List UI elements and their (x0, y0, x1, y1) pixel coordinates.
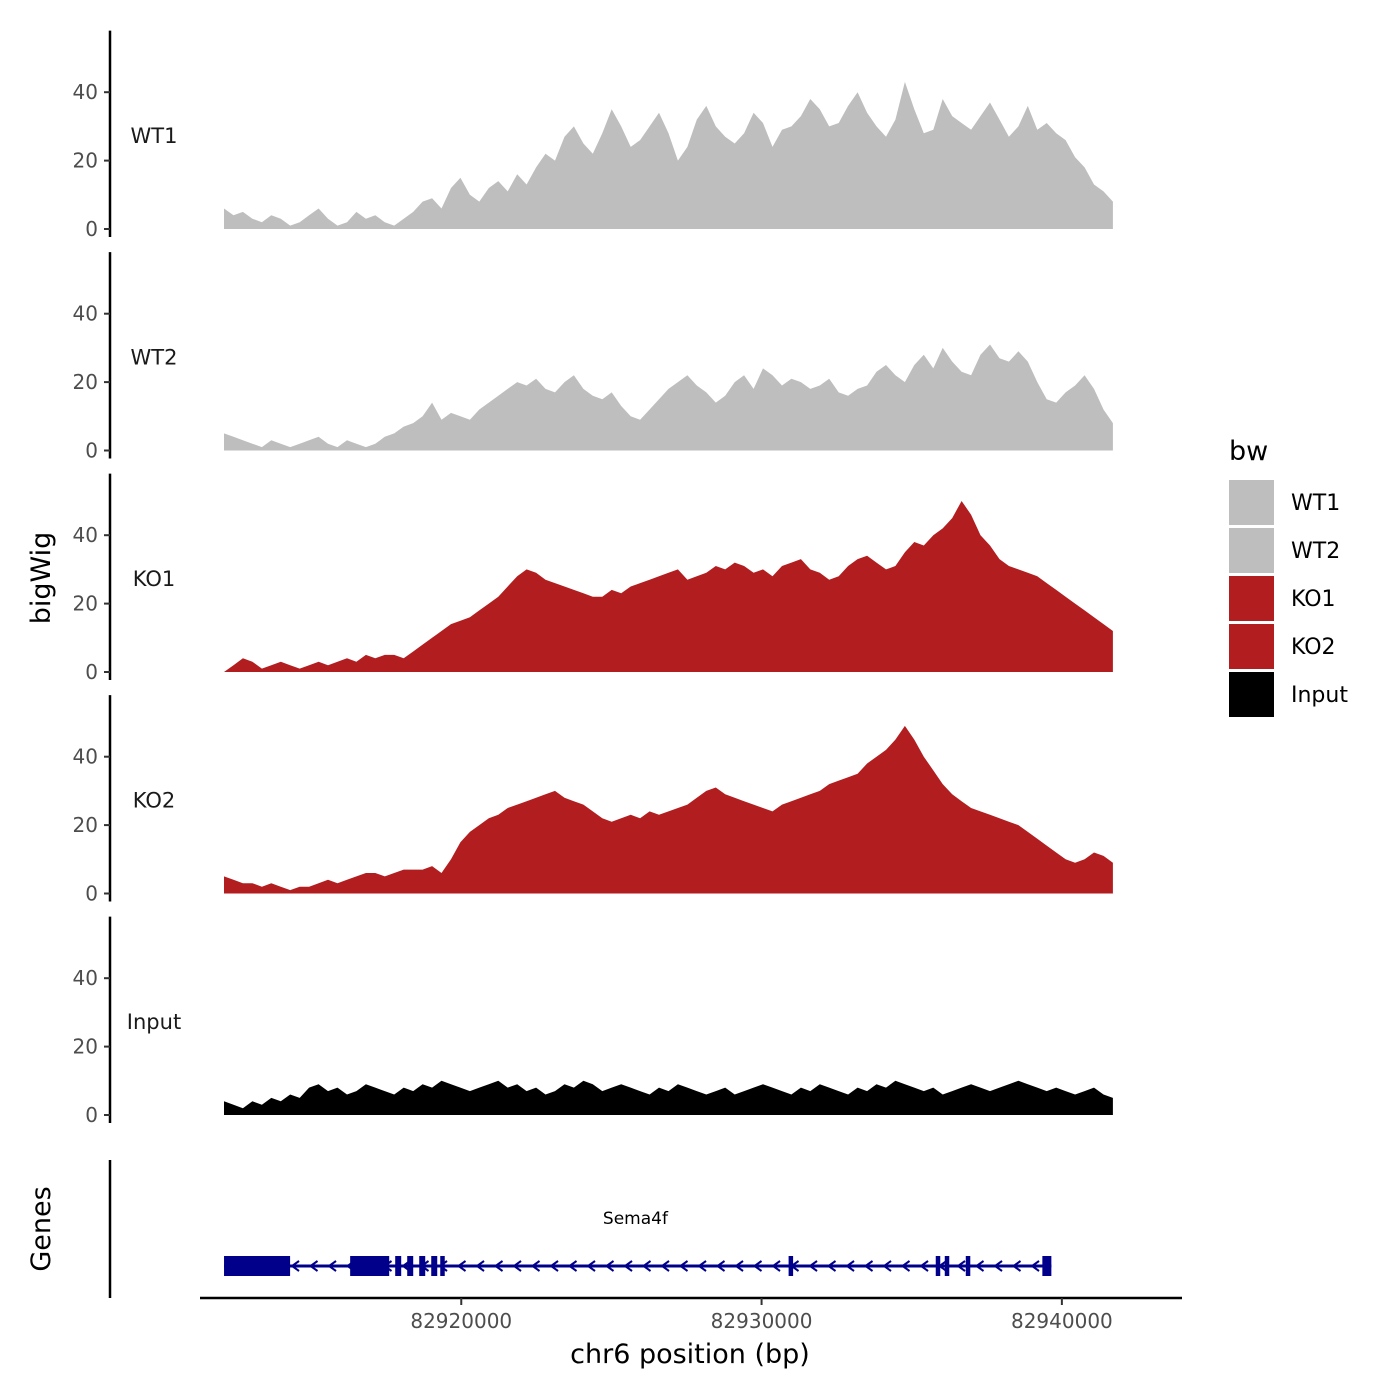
gene-exon (935, 1256, 941, 1276)
y-tick-label: 20 (73, 370, 98, 394)
track-label: KO1 (133, 567, 176, 591)
y-tick-label: 20 (73, 592, 98, 616)
strand-arrow (697, 1260, 707, 1272)
strand-arrow (623, 1260, 633, 1272)
gene-exon (350, 1256, 390, 1276)
signal-area-ko2 (224, 725, 1113, 894)
strand-arrow (1011, 1260, 1022, 1272)
y-tick-label: 40 (73, 966, 98, 990)
signal-area-input (224, 1080, 1113, 1115)
strand-arrow (715, 1260, 726, 1272)
strand-arrow (327, 1260, 337, 1272)
gene-exon (224, 1256, 291, 1276)
y-tick-label: 40 (73, 745, 98, 769)
y-tick-label: 0 (85, 439, 98, 463)
signal-area-wt1 (224, 81, 1113, 230)
legend-label: WT1 (1291, 491, 1340, 516)
signal-area-ko1 (224, 501, 1113, 672)
strand-arrow (826, 1260, 837, 1272)
x-tick-label: 82930000 (711, 1309, 813, 1333)
strand-arrow (567, 1260, 578, 1272)
strand-arrow (863, 1260, 874, 1272)
gene-exon (944, 1256, 950, 1276)
signal-area-wt2 (224, 344, 1113, 451)
y-axis-title: bigWig (26, 532, 57, 625)
gene-exon (431, 1256, 438, 1276)
strand-arrow (678, 1260, 689, 1272)
gene-exon (407, 1256, 414, 1276)
strand-arrow (493, 1260, 504, 1272)
track-input: 0 20 40 Input (73, 916, 1113, 1127)
y-tick-label: 40 (73, 302, 98, 326)
track-label: WT1 (131, 124, 178, 148)
strand-arrow (660, 1260, 670, 1272)
legend-label: KO1 (1291, 587, 1336, 612)
x-tick-label: 82940000 (1011, 1309, 1113, 1333)
legend-swatch-wt2 (1229, 528, 1274, 573)
y-tick-label: 40 (73, 80, 98, 104)
genes-axis-title: Genes (26, 1186, 57, 1271)
legend-swatch-ko2 (1229, 624, 1274, 669)
track-label: Input (127, 1010, 181, 1034)
strand-arrow (290, 1260, 300, 1272)
strand-arrow (974, 1260, 985, 1272)
y-tick-label: 0 (85, 660, 98, 684)
strand-arrow (641, 1260, 652, 1272)
legend-title: bw (1229, 436, 1268, 467)
strand-arrow (734, 1260, 744, 1272)
gene-exon (1042, 1256, 1052, 1276)
gene-exon (419, 1256, 426, 1276)
strand-arrow (308, 1260, 319, 1272)
y-tick-label: 40 (73, 523, 98, 547)
legend-swatch-input (1229, 672, 1274, 717)
legend-swatch-ko1 (1229, 576, 1274, 621)
legend: bw WT1 WT2 KO1 KO2 Input (1229, 436, 1348, 717)
gene-exon (788, 1256, 794, 1276)
legend-label: Input (1291, 683, 1348, 708)
track-wt1: 0 20 40 WT1 (73, 30, 1113, 241)
gene-name-label: Sema4f (603, 1209, 669, 1229)
genes-track: Sema4f (108, 1160, 1052, 1298)
strand-arrow (549, 1260, 559, 1272)
strand-arrow (604, 1260, 615, 1272)
track-ko2: 0 20 40 KO2 (73, 695, 1113, 906)
strand-arrow (845, 1260, 855, 1272)
strand-arrow (512, 1260, 522, 1272)
track-ko1: 0 20 40 KO1 (73, 473, 1113, 684)
gene-exon (965, 1256, 971, 1276)
gene-exon (395, 1256, 402, 1276)
x-tick-label: 82920000 (410, 1309, 512, 1333)
legend-label: KO2 (1291, 635, 1336, 660)
y-tick-label: 0 (85, 217, 98, 241)
strand-arrow (1030, 1260, 1040, 1272)
strand-arrow (919, 1260, 929, 1272)
legend-label: WT2 (1291, 539, 1340, 564)
strand-arrow (900, 1260, 911, 1272)
tracks-layer: 0 20 40 WT1 0 20 40 WT2 0 20 40 KO1 0 20 40 KO2 0 20 40 Inp… (73, 30, 1113, 1127)
legend-swatch-wt1 (1229, 480, 1274, 525)
strand-arrow (530, 1260, 541, 1272)
track-label: WT2 (131, 346, 178, 370)
y-tick-label: 20 (73, 149, 98, 173)
strand-arrow (475, 1260, 485, 1272)
strand-arrow (752, 1260, 763, 1272)
gene-exon (440, 1256, 445, 1276)
strand-arrow (956, 1260, 966, 1272)
y-tick-label: 20 (73, 1035, 98, 1059)
strand-arrow (586, 1260, 596, 1272)
x-axis-title: chr6 position (bp) (570, 1339, 810, 1370)
y-tick-label: 20 (73, 813, 98, 837)
strand-arrow (993, 1260, 1003, 1272)
strand-arrow (456, 1260, 467, 1272)
track-wt2: 0 20 40 WT2 (73, 252, 1113, 463)
strand-arrow (882, 1260, 892, 1272)
strand-arrow (808, 1260, 818, 1272)
y-tick-label: 0 (85, 1103, 98, 1127)
x-axis: 82920000 82930000 82940000 (200, 1296, 1182, 1333)
strand-arrow (771, 1260, 781, 1272)
track-label: KO2 (133, 789, 176, 813)
y-tick-label: 0 (85, 882, 98, 906)
